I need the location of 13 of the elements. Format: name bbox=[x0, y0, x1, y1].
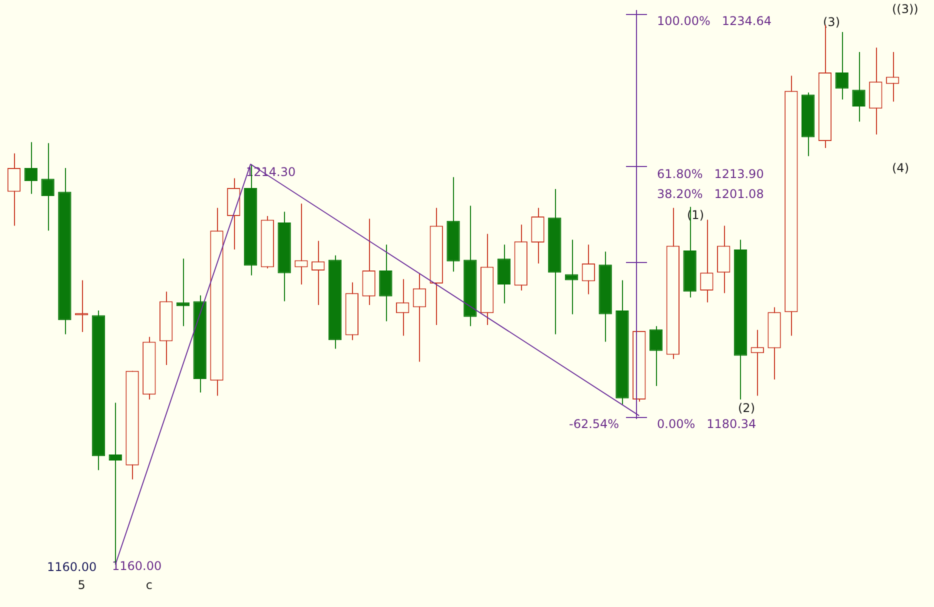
annotation: -62.54% bbox=[569, 417, 620, 432]
annotation: 1160.00 bbox=[112, 559, 162, 574]
annotation: 1160.00 bbox=[47, 560, 97, 574]
text: ((3)) bbox=[892, 2, 918, 16]
annotation: (2) bbox=[738, 401, 755, 416]
annotation: 61.80% 1213.90 bbox=[657, 167, 764, 182]
annotation: 38.20% 1201.08 bbox=[657, 187, 764, 202]
annotation: (3) bbox=[823, 15, 840, 30]
x-tick-label: 5 bbox=[78, 578, 86, 592]
annotation: (4) bbox=[892, 161, 909, 176]
x-tick-label: c bbox=[146, 578, 152, 592]
annotation: 100.00% 1234.64 bbox=[657, 14, 772, 28]
annotation: 0.00% 1180.34 bbox=[657, 417, 756, 432]
